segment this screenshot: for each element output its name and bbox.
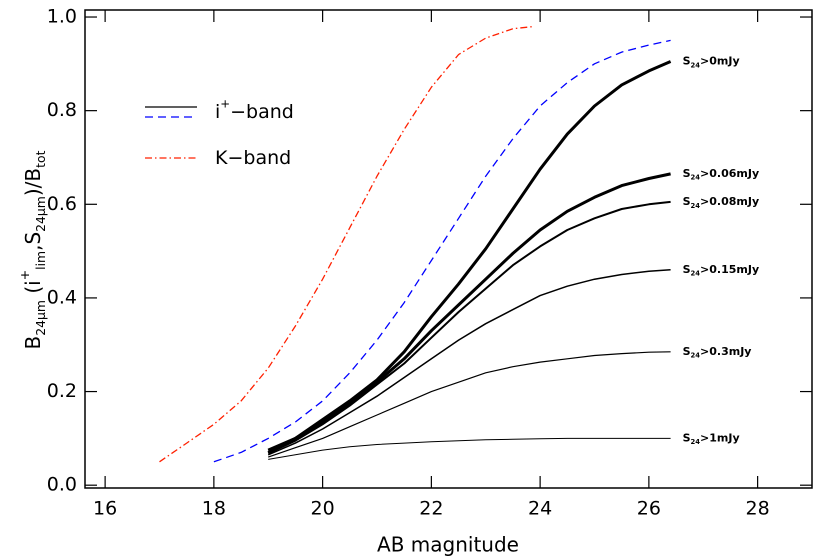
curve-label: S24>0.15mJy <box>683 263 760 278</box>
curve-label-part: >0.15mJy <box>700 263 759 276</box>
x-tick-label: 26 <box>637 498 661 520</box>
y-tick-label: 0.2 <box>47 380 77 402</box>
series-line <box>268 351 671 458</box>
curve-label-part: 24 <box>691 202 701 210</box>
series-line <box>267 172 671 454</box>
y-axis-title-part: lim <box>33 251 48 270</box>
curve-label-part: 24 <box>691 61 701 69</box>
curve-label-part: 24 <box>691 270 701 278</box>
series-line <box>159 25 535 463</box>
x-tick-label: 20 <box>311 498 335 520</box>
series-line <box>267 200 671 455</box>
y-axis-title-part: )/B <box>21 168 45 196</box>
y-axis-title-part: B <box>21 336 45 350</box>
series-line <box>213 39 671 463</box>
series-line <box>267 60 672 452</box>
x-tick-label: 28 <box>746 498 770 520</box>
y-axis-title-part: 24μm <box>33 300 48 336</box>
x-tick-label: 24 <box>528 498 552 520</box>
curve-label: S24>1mJy <box>683 431 740 446</box>
curve-label-part: S <box>683 263 691 276</box>
y-axis-title-part: tot <box>33 150 48 167</box>
plot-frame <box>84 9 813 489</box>
x-tick-label: 18 <box>202 498 226 520</box>
y-axis-title-part: ,S <box>21 232 45 251</box>
legend-label-part: i <box>215 101 220 123</box>
x-axis-title: AB magnitude <box>377 533 519 557</box>
series-line <box>268 437 671 460</box>
curve-label: S24>0.3mJy <box>683 345 752 360</box>
legend-label: i+−band <box>215 96 294 123</box>
curve-label-part: S <box>683 431 691 444</box>
y-tick-label: 1.0 <box>47 6 77 28</box>
curve-label-part: S <box>683 345 691 358</box>
y-axis-title-part: + <box>17 270 32 280</box>
curve-label-part: >0mJy <box>700 54 740 67</box>
y-tick-label: 0.0 <box>47 474 77 496</box>
curve-label: S24>0mJy <box>683 54 740 69</box>
y-axis-title-part: (i <box>21 280 45 300</box>
y-tick-label: 0.4 <box>47 286 77 308</box>
curve-label-part: S <box>683 167 691 180</box>
curve-label-part: >0.3mJy <box>700 345 751 358</box>
curve-label-part: S <box>683 195 691 208</box>
curve-label-part: >0.08mJy <box>700 195 759 208</box>
legend-label: K−band <box>215 147 291 169</box>
legend-label-part: −band <box>230 101 294 123</box>
y-axis-title: B24μm (i+lim,S24μm)/Btot <box>17 150 48 349</box>
curve-label-part: 24 <box>691 352 701 360</box>
curve-label-part: S <box>683 54 691 67</box>
curve-label: S24>0.08mJy <box>683 195 760 210</box>
legend-label-part: + <box>220 96 230 110</box>
curve-label-part: >1mJy <box>700 431 740 444</box>
curve-label-part: >0.06mJy <box>700 167 759 180</box>
x-tick-label: 22 <box>419 498 443 520</box>
x-tick-label: 16 <box>93 498 117 520</box>
legend-label-part: K−band <box>215 147 291 169</box>
series-line <box>267 269 671 456</box>
y-tick-label: 0.8 <box>47 99 77 121</box>
y-tick-label: 0.6 <box>47 193 77 215</box>
curve-label-part: 24 <box>691 438 701 446</box>
curve-label: S24>0.06mJy <box>683 167 760 182</box>
y-axis-title-part: 24μm <box>33 196 48 232</box>
curve-label-part: 24 <box>691 174 701 182</box>
